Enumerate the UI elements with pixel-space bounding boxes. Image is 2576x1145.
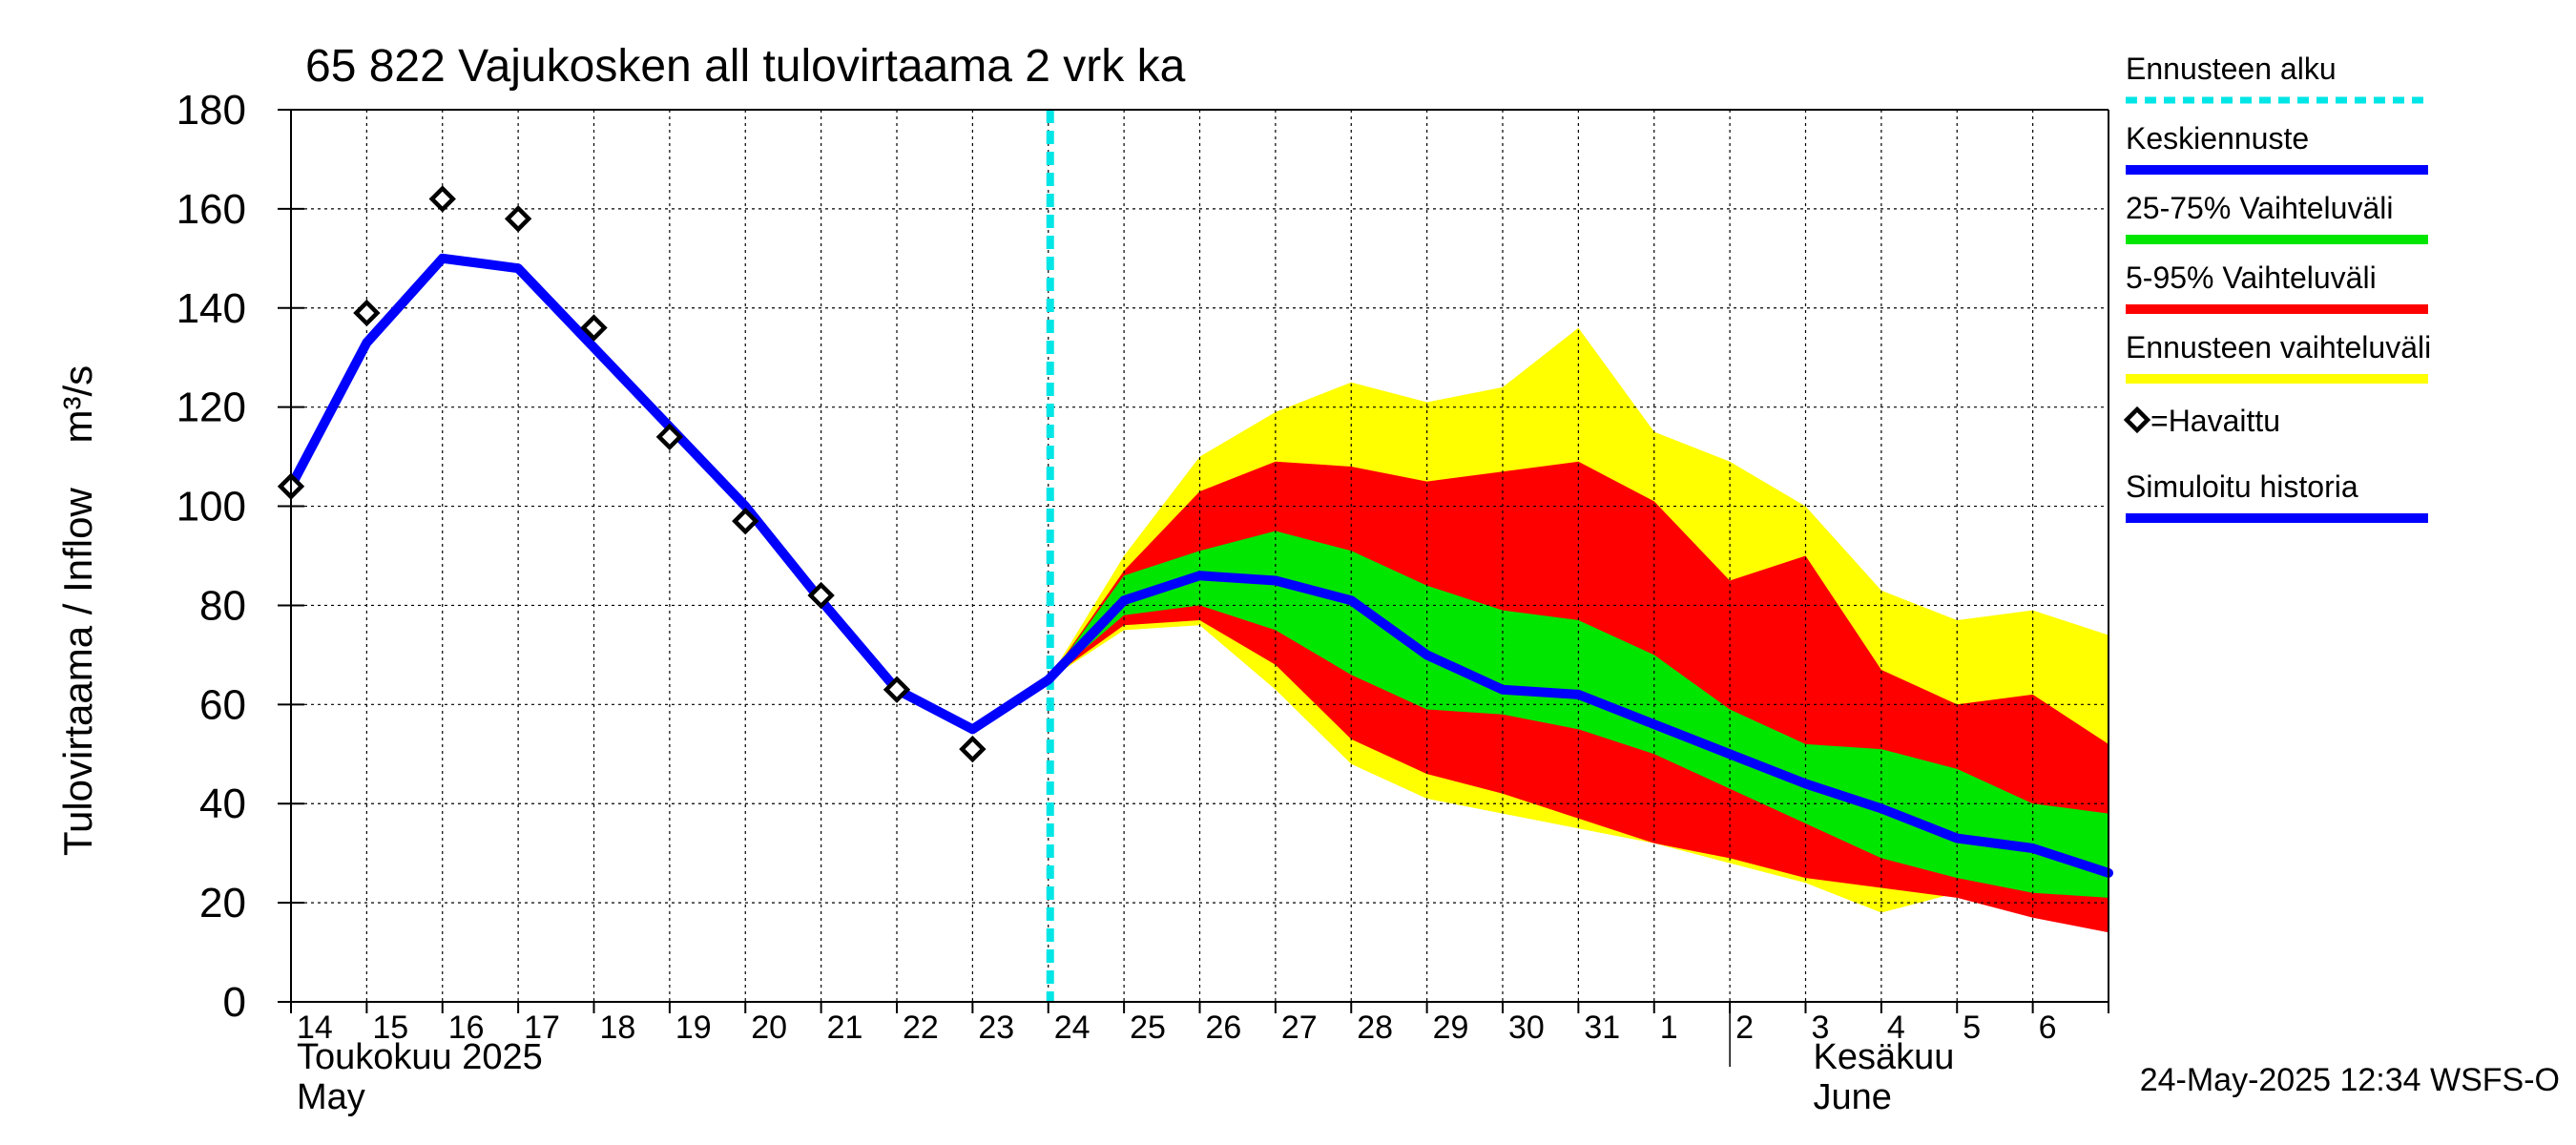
observed-point — [655, 423, 684, 451]
y-tick-label: 160 — [177, 186, 246, 233]
y-tick-label: 140 — [177, 285, 246, 332]
observed-point — [807, 581, 835, 610]
x-tick-label: 15 — [372, 1010, 408, 1046]
y-axis-label: Tulovirtaama / Inflow m³/s — [55, 365, 100, 856]
x-tick-label: 23 — [978, 1010, 1014, 1046]
legend-label: Ennusteen vaihteluväli — [2126, 330, 2431, 364]
x-tick-label: 2 — [1735, 1010, 1754, 1046]
legend-marker — [2123, 406, 2151, 434]
y-tick-label: 60 — [199, 681, 246, 728]
x-tick-labels: 14 15 16 17 18 19 20 21 22 23 24 25 26 27 28 29 30 31 1 2 3 4… — [297, 1010, 2057, 1046]
x-tick-label: 29 — [1433, 1010, 1469, 1046]
y-tick-label: 180 — [177, 87, 246, 134]
x-tick-label: 21 — [827, 1010, 863, 1046]
observed-point — [959, 735, 987, 763]
x-tick-label: 24 — [1054, 1010, 1091, 1046]
x-tick-label: 27 — [1281, 1010, 1318, 1046]
observed-point — [883, 676, 911, 703]
legend-label: 25-75% Vaihteluväli — [2126, 191, 2393, 225]
observed-point — [580, 314, 608, 342]
legend-label: 5-95% Vaihteluväli — [2126, 260, 2377, 295]
x-tick-label: 26 — [1206, 1010, 1242, 1046]
y-tick-label: 0 — [223, 979, 246, 1026]
month-label-fi: Toukokuu 2025 — [297, 1037, 543, 1077]
observed-point — [732, 507, 759, 535]
x-tick-label: 3 — [1812, 1010, 1830, 1046]
y-tick-label: 20 — [199, 880, 246, 926]
x-tick-label: 16 — [448, 1010, 485, 1046]
month-label-en: June — [1814, 1077, 1892, 1117]
legend-label: Ennusteen alku — [2126, 52, 2337, 86]
x-tick-label: 14 — [297, 1010, 333, 1046]
legend-label: =Havaittu — [2150, 404, 2280, 438]
y-tick-label: 40 — [199, 781, 246, 827]
chart-title: 65 822 Vajukosken all tulovirtaama 2 vrk… — [305, 41, 1186, 92]
observed-markers — [277, 185, 987, 763]
x-tick-label: 20 — [751, 1010, 787, 1046]
band-25-75 — [1048, 531, 2109, 898]
observed-point — [428, 185, 456, 213]
timestamp: 24-May-2025 12:34 WSFS-O — [2140, 1062, 2560, 1098]
legend: Ennusteen alku Keskiennuste 25-75% Vaihtel… — [2123, 52, 2431, 523]
median-forecast-line — [1043, 571, 2113, 878]
observed-point — [504, 205, 532, 233]
legend-label: Simuloitu historia — [2126, 469, 2358, 504]
month-label-fi: Kesäkuu — [1814, 1037, 1955, 1077]
x-tick-label: 22 — [903, 1010, 939, 1046]
x-tick-label: 28 — [1357, 1010, 1393, 1046]
x-tick-label: 5 — [1963, 1010, 1981, 1046]
x-tick-label: 4 — [1887, 1010, 1905, 1046]
x-tick-label: 19 — [675, 1010, 712, 1046]
legend-label: Keskiennuste — [2126, 121, 2309, 156]
y-tick-label: 100 — [177, 484, 246, 531]
observed-point — [353, 299, 381, 327]
y-tick-labels: 0 20 40 60 80 100 120 140 160 180 — [177, 87, 246, 1026]
x-tick-label: 18 — [600, 1010, 636, 1046]
x-tick-label: 25 — [1130, 1010, 1166, 1046]
x-tick-label: 1 — [1660, 1010, 1678, 1046]
x-tick-label: 17 — [524, 1010, 560, 1046]
x-tick-label: 31 — [1584, 1010, 1620, 1046]
y-tick-label: 120 — [177, 385, 246, 431]
x-tick-label: 30 — [1508, 1010, 1545, 1046]
x-tick-label: 6 — [2039, 1010, 2057, 1046]
month-label-en: May — [297, 1077, 365, 1117]
axes — [278, 109, 2109, 1013]
y-tick-label: 80 — [199, 582, 246, 629]
